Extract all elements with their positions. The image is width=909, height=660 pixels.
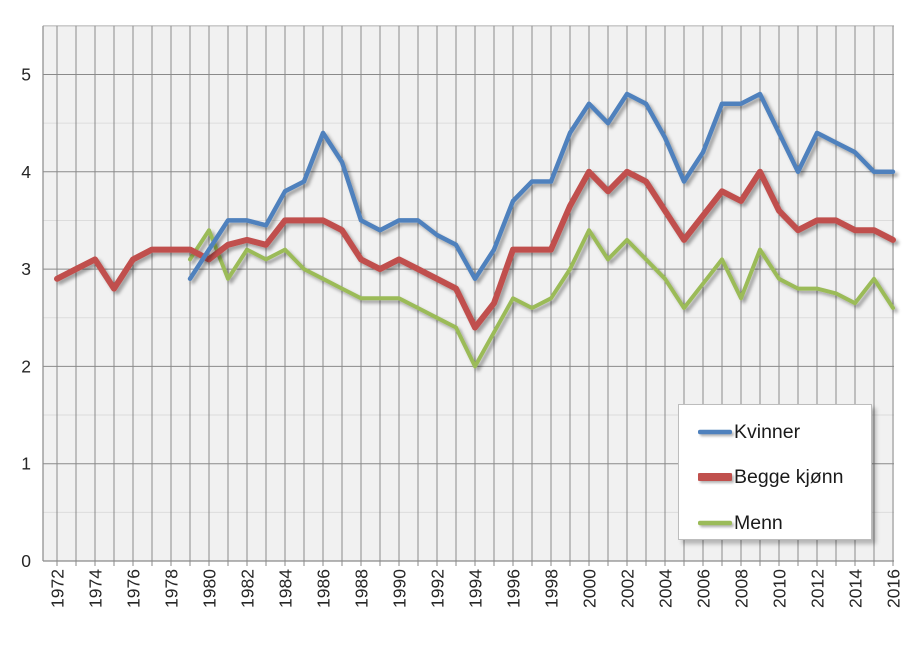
legend-label-menn: Menn (734, 512, 783, 534)
x-axis-tick-label: 2008 (732, 569, 752, 608)
x-axis-tick-label: 1996 (504, 569, 524, 608)
y-axis-tick-label: 3 (21, 259, 31, 279)
x-axis-tick-label: 1980 (200, 569, 220, 608)
legend-label-kvinner: Kvinner (734, 421, 801, 443)
x-axis-tick-label: 1982 (238, 569, 258, 608)
series-line-begge-kj-nn (54, 168, 896, 331)
series-line-menn (188, 228, 895, 369)
x-axis-tick-label: 1972 (48, 569, 68, 608)
x-axis-tick-label: 1990 (390, 569, 410, 608)
y-axis-tick-label: 2 (21, 356, 31, 376)
legend-swatch-menn (698, 520, 732, 526)
y-axis-tick-label: 1 (21, 454, 31, 474)
x-axis-tick-label: 2010 (770, 569, 790, 608)
x-axis-tick-label: 2016 (884, 569, 904, 608)
x-axis-tick-label: 1992 (428, 569, 448, 608)
legend-item-kvinner: Kvinner (698, 421, 800, 443)
x-axis-tick-label: 2014 (846, 569, 866, 608)
x-axis-tick-label: 1974 (86, 569, 106, 608)
legend-swatch-begge-kj-nn (698, 473, 732, 481)
legend-item-begge-kj-nn: Begge kjønn (698, 466, 844, 488)
x-axis-tick-label: 1986 (314, 569, 334, 608)
x-axis-tick-label: 2002 (618, 569, 638, 608)
x-axis-tick-label: 2006 (694, 569, 714, 608)
x-axis-tick-label: 2004 (656, 569, 676, 608)
x-axis-tick-label: 2000 (580, 569, 600, 608)
y-axis-tick-label: 5 (21, 65, 31, 85)
series-line-kvinner (187, 91, 896, 282)
gridlines (43, 25, 894, 561)
x-axis-tick-label: 1976 (124, 569, 144, 608)
legend: Kvinner Begge kjønn Menn (678, 404, 872, 540)
x-axis-tick-label: 1988 (352, 569, 372, 608)
x-axis-tick-label: 1984 (276, 569, 296, 608)
legend-item-menn: Menn (698, 512, 783, 534)
x-axis-tick-label: 1998 (542, 569, 562, 608)
y-axis-tick-label: 0 (21, 551, 31, 571)
y-axis-tick-label: 4 (21, 162, 31, 182)
x-axis-tick-label: 1994 (466, 569, 486, 608)
legend-label-begge-kj-nn: Begge kjønn (734, 466, 844, 488)
x-axis-tick-label: 2012 (808, 569, 828, 608)
legend-swatch-kvinner (698, 429, 732, 435)
x-axis-tick-label: 1978 (162, 569, 182, 608)
